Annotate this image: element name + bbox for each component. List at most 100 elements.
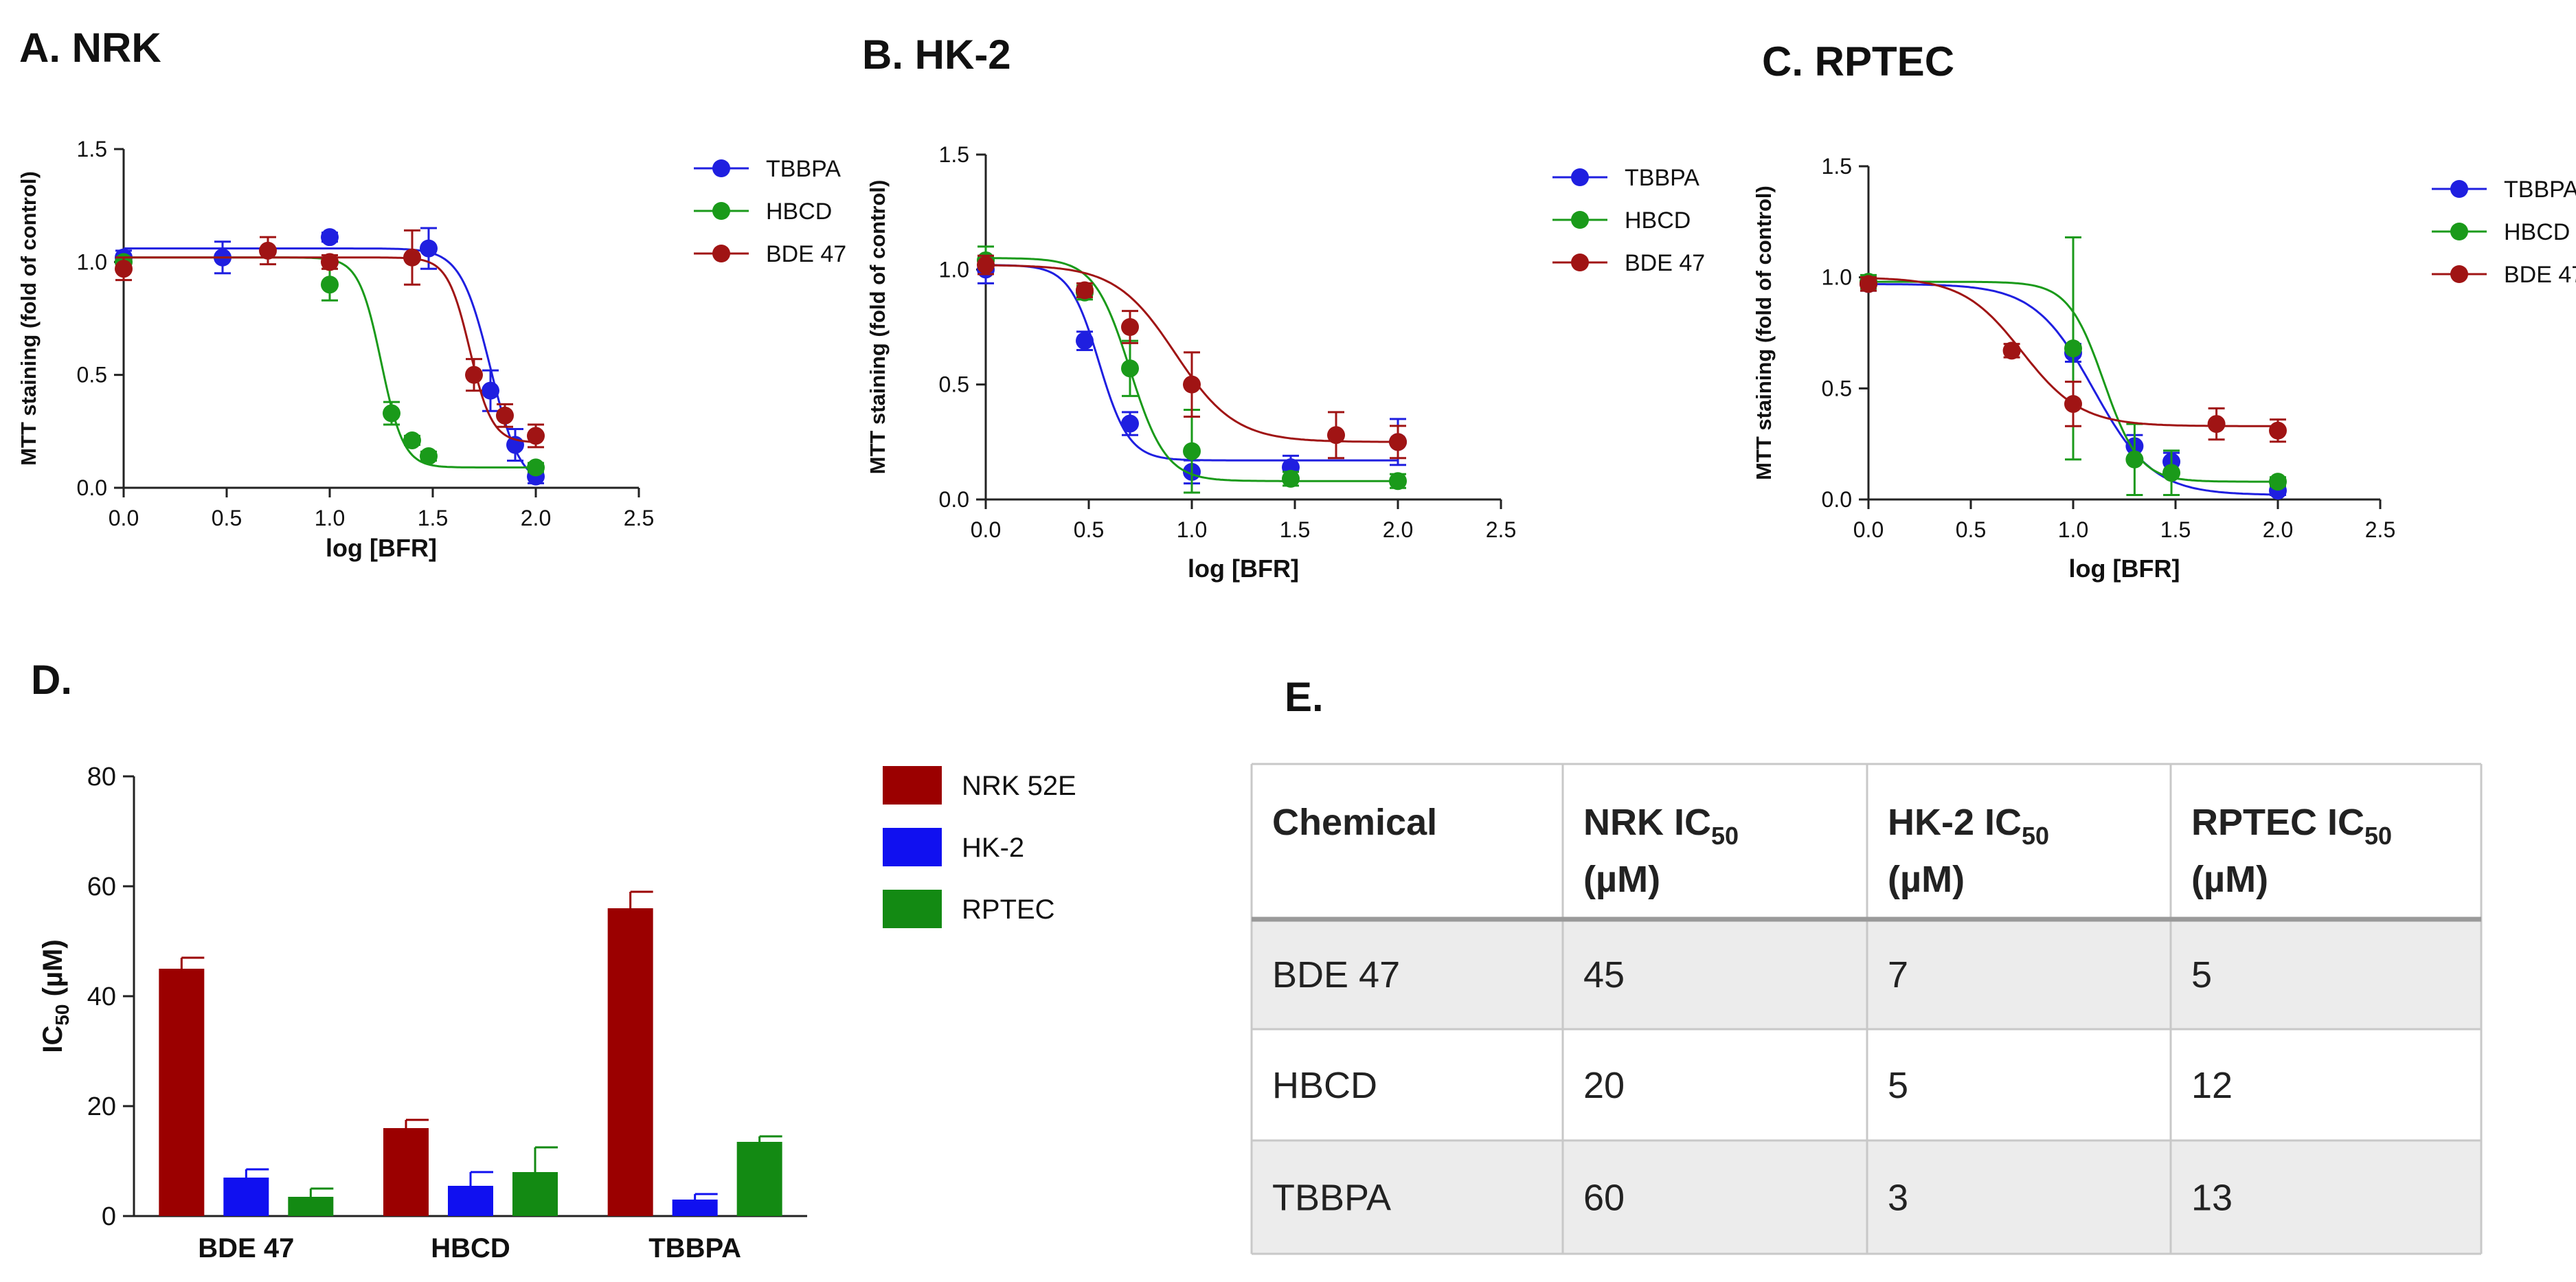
y-tick-label: 1.0: [77, 249, 107, 274]
data-point-hbcd: [1389, 472, 1407, 491]
data-point-tbbpa: [321, 228, 339, 247]
x-tick-label: 1.5: [1280, 517, 1310, 542]
data-point-bde-47: [403, 248, 421, 267]
panel-b: B. HK-2 0.0 0.5 1.0 1.5 2.0 2.5 0.0 0.5 1.0 1.5 log…: [862, 32, 1705, 583]
bar-hk-2-tbbpa: [672, 1200, 718, 1216]
series-tbbpa: TBBPA: [1860, 177, 2576, 500]
category-label: BDE 47: [198, 1233, 294, 1263]
legend-label: HBCD: [1625, 207, 1691, 234]
legend-label: TBBPA: [1625, 165, 1699, 191]
data-point-hbcd: [527, 458, 545, 477]
data-point-bde-47: [2064, 394, 2082, 413]
legend-marker: [1571, 168, 1589, 186]
table-cell: 45: [1583, 954, 1625, 996]
data-point-bde-47: [2002, 341, 2021, 360]
legend-marker: [712, 159, 730, 177]
data-point-bde-47: [527, 427, 545, 445]
x-tick-label: 1.5: [2160, 517, 2191, 542]
x-tick-label: 2.0: [1383, 517, 1413, 542]
table-cell: 5: [2191, 954, 2212, 996]
bar-group-tbbpa: TBBPA: [607, 890, 782, 1263]
table-cell: 20: [1583, 1065, 1625, 1106]
bar-nrk-52e-bde-47: [159, 969, 205, 1216]
header-main: NRK IC: [1583, 802, 1711, 843]
table-row: TBBPA 60 3 13: [1272, 1178, 2233, 1219]
y-tick-label: 80: [87, 763, 116, 791]
legend-marker: [1571, 254, 1589, 271]
y-axis-label: MTT staining (fold of control): [866, 180, 890, 475]
series-hbcd: HBCD: [115, 199, 832, 477]
legend-marker: [712, 245, 730, 262]
panel-d: D. 0 20 40 60 80 IC50 (µM) BDE 47 HBCD TBBPA NRK 5…: [31, 657, 1076, 1263]
x-axis-label: log [BFR]: [326, 534, 437, 562]
legend-marker: [2450, 180, 2468, 198]
y-tick-label: 1.0: [1822, 265, 1852, 290]
data-point-hbcd: [1121, 359, 1139, 378]
data-point-bde-47: [115, 260, 133, 278]
legend-marker: [2450, 265, 2468, 283]
x-tick-label: 0.0: [971, 517, 1001, 542]
table-header-unit: (µM): [1888, 859, 1965, 900]
x-tick-label: 0.0: [109, 506, 139, 530]
data-point-hbcd: [1183, 442, 1201, 460]
y-axis-label: MTT staining (fold of control): [16, 171, 41, 466]
legend-marker: [2450, 223, 2468, 240]
x-tick-label: 0.5: [1074, 517, 1104, 542]
panel-title: D.: [31, 657, 72, 703]
x-tick-label: 1.0: [2058, 517, 2088, 542]
data-point-bde-47: [1860, 275, 1877, 293]
legend-label: BDE 47: [766, 241, 846, 267]
data-point-bde-47: [2269, 421, 2287, 440]
y-tick-label: 1.0: [939, 257, 969, 282]
y-tick-label: 1.5: [1822, 154, 1852, 179]
x-tick-label: 2.5: [1486, 517, 1516, 542]
y-tick-label: 0.5: [77, 363, 107, 387]
bar-nrk-52e-hbcd: [383, 1128, 429, 1216]
data-point-hbcd: [420, 447, 438, 465]
data-point-hbcd: [383, 404, 400, 423]
series-bde-47: BDE 47: [115, 229, 846, 449]
header-sub: 50: [2364, 822, 2392, 850]
table-cell: 60: [1583, 1178, 1625, 1219]
data-point-bde-47: [977, 256, 995, 274]
data-point-bde-47: [496, 406, 514, 425]
legend-swatch-nrk-52e: [883, 766, 942, 805]
header-main: Chemical: [1272, 802, 1437, 843]
x-tick-label: 1.0: [1177, 517, 1207, 542]
x-tick-label: 0.0: [1853, 517, 1884, 542]
bar-group-bde-47: BDE 47: [159, 956, 334, 1263]
legend-marker: [1571, 211, 1589, 229]
table-header-chemical: Chemical: [1272, 802, 1437, 843]
header-sub: 50: [2022, 822, 2049, 850]
x-tick-label: 2.5: [624, 506, 654, 530]
data-point-hbcd: [403, 431, 421, 449]
data-point-tbbpa: [420, 239, 438, 258]
data-point-tbbpa: [1121, 414, 1139, 433]
data-point-hbcd: [2125, 450, 2144, 469]
series-tbbpa: TBBPA: [115, 156, 841, 486]
bar-hk-2-hbcd: [448, 1186, 493, 1216]
legend-marker: [712, 202, 730, 220]
y-tick-label: 40: [87, 982, 116, 1011]
data-point-bde-47: [2207, 415, 2226, 434]
bar-group-hbcd: HBCD: [383, 1118, 558, 1263]
x-tick-label: 1.0: [315, 506, 345, 530]
x-tick-label: 0.5: [212, 506, 242, 530]
y-tick-label: 20: [87, 1092, 116, 1121]
table-cell: 13: [2191, 1178, 2233, 1219]
data-point-hbcd: [2269, 473, 2287, 491]
data-point-tbbpa: [1076, 332, 1094, 350]
legend-label: BDE 47: [1625, 250, 1705, 276]
table-cell: 7: [1888, 954, 1908, 996]
legend-label: RPTEC: [962, 895, 1055, 925]
series-hbcd: HBCD: [1860, 219, 2570, 497]
legend-swatch-rptec: [883, 890, 942, 928]
x-axis-label: log [BFR]: [1188, 554, 1299, 583]
header-main: HK-2 IC: [1888, 802, 2022, 843]
panel-c: C. RPTEC 0.0 0.5 1.0 1.5 2.0 2.5 0.0 0.5 1.0 1.5 lo…: [1752, 38, 2576, 583]
category-label: TBBPA: [648, 1233, 741, 1263]
legend-label: BDE 47: [2504, 262, 2576, 288]
series-bde-47: BDE 47: [1860, 262, 2576, 443]
table-header-nrk-ic: NRK IC50: [1583, 802, 1739, 850]
